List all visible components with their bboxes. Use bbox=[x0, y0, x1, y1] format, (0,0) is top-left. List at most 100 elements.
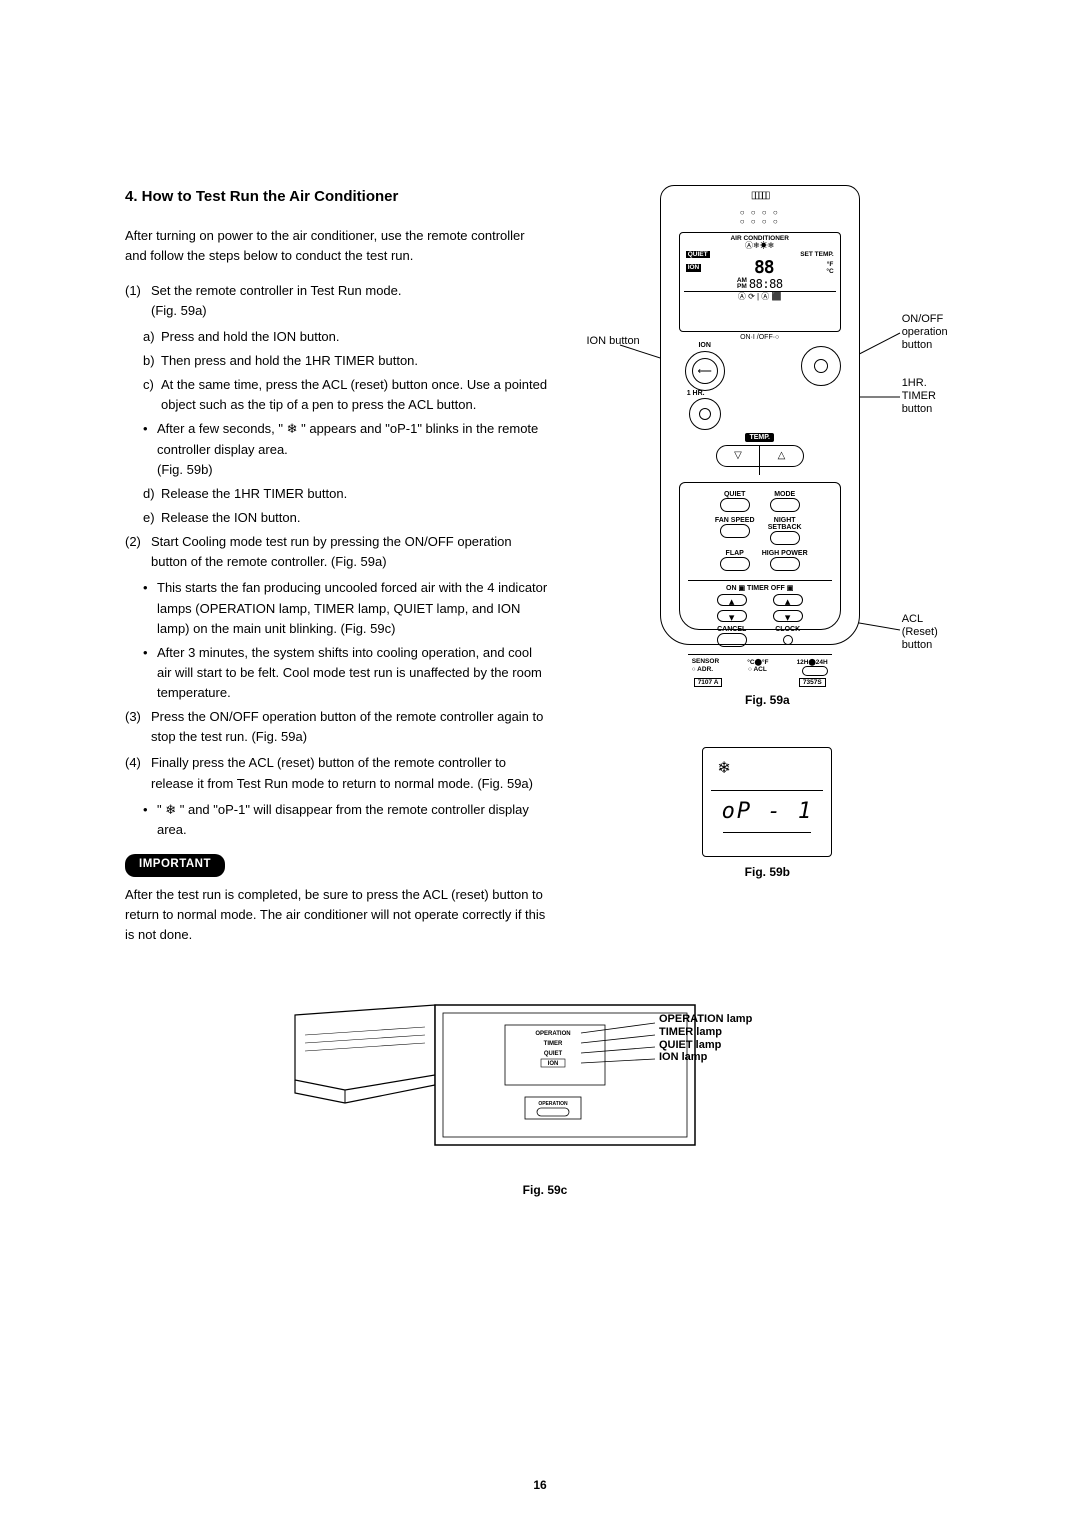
clock-button[interactable] bbox=[783, 635, 793, 645]
figure-59a-caption: Fig. 59a bbox=[580, 693, 955, 707]
bullet-icon: • bbox=[143, 419, 157, 479]
lcd-set-temp-label: SET TEMP. bbox=[800, 251, 833, 258]
step-4-info-1: " ❄ " and "oP-1" will disappear from the… bbox=[157, 800, 550, 840]
step-1e-label: e) bbox=[143, 508, 161, 528]
high-power-button[interactable] bbox=[770, 557, 800, 571]
lcd-icon-row: Ⓐ❄☀❄ bbox=[684, 242, 836, 251]
flap-button[interactable] bbox=[720, 557, 750, 571]
callout-1hr: 1HR. TIMER button bbox=[902, 377, 962, 417]
section-title: 4. How to Test Run the Air Conditioner bbox=[125, 185, 550, 208]
lcd-temp-value: 88 bbox=[754, 258, 774, 278]
timer-on-down-button[interactable]: ▾ bbox=[717, 610, 747, 622]
lamp-label-operation: OPERATION lamp bbox=[659, 1013, 752, 1026]
on-off-button[interactable] bbox=[801, 346, 841, 386]
step-1b-label: b) bbox=[143, 351, 161, 371]
panel-timer-label: TIMER bbox=[544, 1041, 563, 1047]
lcd-time-value: 88:88 bbox=[749, 278, 783, 291]
figure-59a: ▯▯▯▯▯ ○ ○ ○ ○○ ○ ○ ○ AIR CONDITIONER Ⓐ❄☀… bbox=[580, 185, 955, 685]
cf-label: °C⬤°F bbox=[747, 658, 768, 666]
ion-label: ION bbox=[675, 342, 735, 349]
flap-label: FLAP bbox=[710, 550, 760, 557]
bullet-icon: • bbox=[143, 800, 157, 840]
cancel-button[interactable] bbox=[717, 633, 747, 647]
quiet-button[interactable] bbox=[720, 498, 750, 512]
step-1a-label: a) bbox=[143, 327, 161, 347]
step-1-info-1: After a few seconds, " ❄ " appears and "… bbox=[157, 421, 538, 456]
timer-off-up-button[interactable]: ▴ bbox=[773, 594, 803, 606]
h12-label: 12H⬤24H bbox=[797, 658, 828, 666]
high-power-label: HIGH POWER bbox=[760, 550, 810, 557]
on-off-label: ON·I /OFF·○ bbox=[661, 334, 859, 341]
model-b-label: 7357S bbox=[799, 678, 826, 687]
lamp-label-quiet: QUIET lamp bbox=[659, 1039, 752, 1052]
timer-on-up-button[interactable]: ▴ bbox=[717, 594, 747, 606]
figure-59b: ❄ oP - 1 bbox=[702, 747, 832, 857]
figures-column: ▯▯▯▯▯ ○ ○ ○ ○○ ○ ○ ○ AIR CONDITIONER Ⓐ❄☀… bbox=[580, 185, 955, 945]
mode-label: MODE bbox=[760, 491, 810, 498]
temp-label: TEMP. bbox=[745, 433, 774, 442]
step-2-info-2: After 3 minutes, the system shifts into … bbox=[157, 643, 550, 703]
step-1c-text: At the same time, press the ACL (reset) … bbox=[161, 375, 550, 415]
panel-operation-label: OPERATION bbox=[535, 1031, 570, 1037]
step-1-info-1-ref: (Fig. 59b) bbox=[157, 462, 213, 477]
remote-lower-panel: QUIET MODE FAN SPEED NIGHT SETBACK FLAP … bbox=[679, 482, 841, 630]
step-4-number: (4) bbox=[125, 753, 151, 793]
remote-lcd: AIR CONDITIONER Ⓐ❄☀❄ QUIETSET TEMP. ION8… bbox=[679, 232, 841, 332]
adr-label: ○ ADR. bbox=[692, 666, 713, 676]
step-1a-text: Press and hold the ION button. bbox=[161, 327, 550, 347]
step-4-text: Finally press the ACL (reset) button of … bbox=[151, 753, 550, 793]
lamp-label-ion: ION lamp bbox=[659, 1051, 752, 1064]
step-3-text: Press the ON/OFF operation button of the… bbox=[151, 707, 550, 747]
panel-operation-button-label: OPERATION bbox=[538, 1101, 568, 1107]
page-number: 16 bbox=[0, 1478, 1080, 1492]
step-1e-text: Release the ION button. bbox=[161, 508, 550, 528]
emitter-icon: ▯▯▯▯▯ bbox=[751, 190, 769, 201]
figure-59c-caption: Fig. 59c bbox=[285, 1183, 805, 1197]
acl-button[interactable] bbox=[802, 666, 828, 676]
sensor-label: SENSOR bbox=[692, 658, 719, 666]
lamp-label-timer: TIMER lamp bbox=[659, 1026, 752, 1039]
bullet-icon: • bbox=[143, 643, 157, 703]
temp-up-button[interactable]: △ bbox=[760, 446, 803, 466]
fan-speed-label: FAN SPEED bbox=[710, 517, 760, 524]
figure-59b-caption: Fig. 59b bbox=[580, 865, 955, 879]
op-code: oP - 1 bbox=[711, 791, 823, 824]
step-2-info-1: This starts the fan producing uncooled f… bbox=[157, 578, 550, 638]
1hr-timer-button[interactable] bbox=[689, 398, 721, 430]
snowflake-icon: ❄ bbox=[711, 758, 823, 790]
acl-label: ○ ACL bbox=[748, 666, 767, 676]
panel-quiet-label: QUIET bbox=[544, 1051, 563, 1057]
mode-button[interactable] bbox=[770, 498, 800, 512]
on-off-timer-label: ON ▣ TIMER OFF ▣ bbox=[688, 584, 832, 592]
cancel-label: CANCEL bbox=[704, 626, 760, 633]
remote-body: ▯▯▯▯▯ ○ ○ ○ ○○ ○ ○ ○ AIR CONDITIONER Ⓐ❄☀… bbox=[660, 185, 860, 645]
ion-button[interactable]: ⟵ bbox=[685, 351, 725, 391]
callout-ion: ION button bbox=[580, 335, 640, 348]
step-1-text: Set the remote controller in Test Run mo… bbox=[151, 283, 402, 298]
clock-label: CLOCK bbox=[760, 626, 816, 633]
lcd-status-icons: Ⓐ ⟳ | Ⓐ ⬛ bbox=[684, 291, 836, 302]
step-1d-text: Release the 1HR TIMER button. bbox=[161, 484, 550, 504]
step-1-ref: (Fig. 59a) bbox=[151, 303, 207, 318]
step-1d-label: d) bbox=[143, 484, 161, 504]
step-2-number: (2) bbox=[125, 532, 151, 572]
night-setback-label: NIGHT SETBACK bbox=[760, 517, 810, 531]
step-2-text: Start Cooling mode test run by pressing … bbox=[151, 532, 550, 572]
bullet-icon: • bbox=[143, 578, 157, 638]
temp-down-button[interactable]: ▽ bbox=[717, 446, 761, 466]
timer-off-down-button[interactable]: ▾ bbox=[773, 610, 803, 622]
panel-ion-label: ION bbox=[548, 1061, 559, 1067]
figure-59c: OPERATION TIMER QUIET ION OPERATION OPER… bbox=[285, 985, 805, 1175]
step-1-number: (1) bbox=[125, 281, 151, 321]
quiet-label: QUIET bbox=[710, 491, 760, 498]
night-setback-button[interactable] bbox=[770, 531, 800, 545]
model-a-label: 7107 A bbox=[694, 678, 723, 687]
1hr-label: 1 HR. bbox=[675, 390, 735, 397]
step-3-number: (3) bbox=[125, 707, 151, 747]
instruction-text: 4. How to Test Run the Air Conditioner A… bbox=[125, 185, 550, 945]
important-pill: IMPORTANT bbox=[125, 854, 225, 877]
fan-speed-button[interactable] bbox=[720, 524, 750, 538]
important-text: After the test run is completed, be sure… bbox=[125, 885, 550, 945]
callout-acl: ACL (Reset) button bbox=[902, 613, 962, 653]
callout-onoff: ON/OFF operation button bbox=[902, 313, 962, 353]
